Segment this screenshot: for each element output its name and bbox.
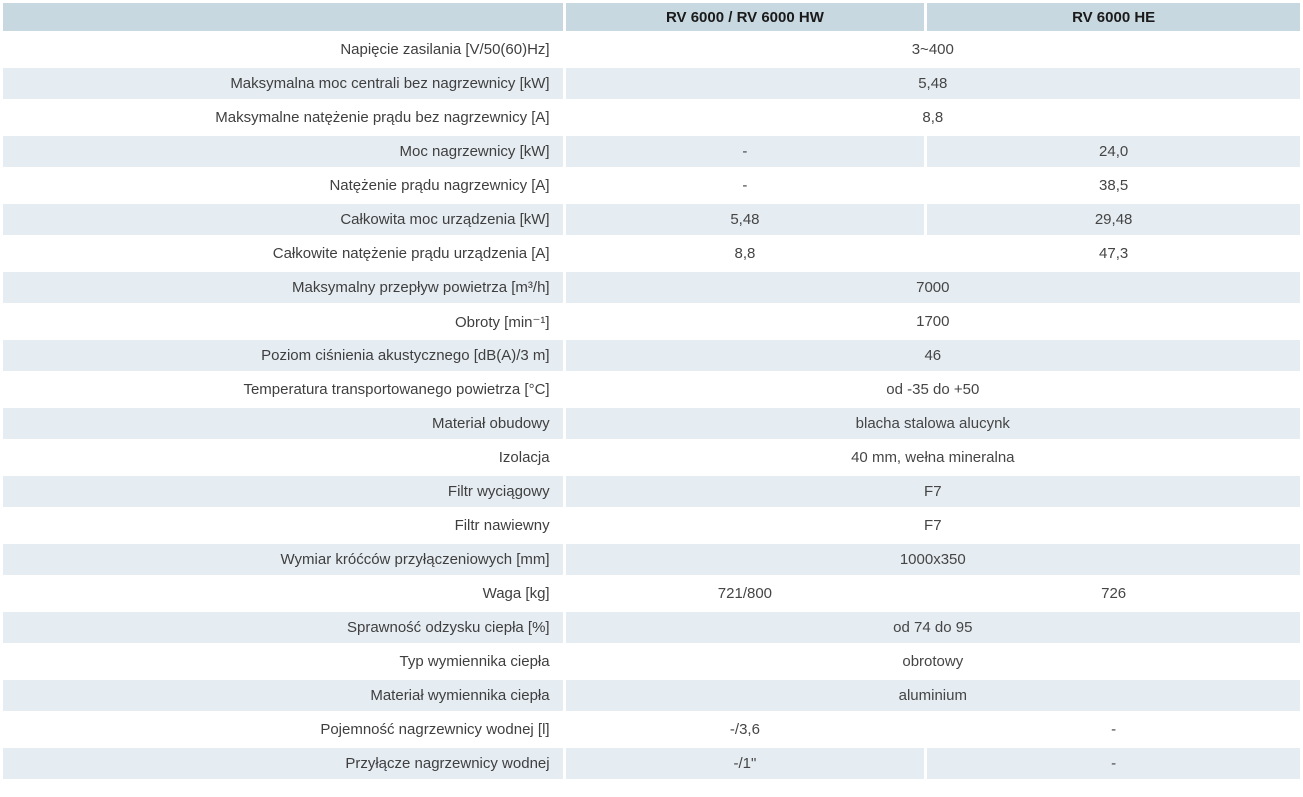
row-label: Napięcie zasilania [V/50(60)Hz]: [340, 41, 550, 58]
row-value-merged: 5,48: [565, 68, 1300, 99]
row-value-col1: -/3,6: [729, 721, 760, 738]
header-row: RV 6000 / RV 6000 HW RV 6000 HE: [3, 3, 1300, 31]
row-value-merged: 46: [565, 340, 1300, 371]
row-label: Wymiar króćców przyłączeniowych [mm]: [3, 544, 563, 575]
row-value-merged: 7000: [565, 272, 1300, 303]
header-col-rv6000-he: RV 6000 HE: [927, 3, 1300, 31]
table-row: Natężenie prądu nagrzewnicy [A] - 38,5: [3, 170, 1300, 201]
table-row: Waga [kg] 721/800 726: [3, 578, 1300, 609]
table-row: Całkowite natężenie prądu urządzenia [A]…: [3, 238, 1300, 269]
row-value-col2: 38,5: [1099, 177, 1129, 194]
row-value-merged: 8,8: [922, 109, 944, 126]
table-row: Całkowita moc urządzenia [kW] 5,48 29,48: [3, 204, 1300, 235]
row-label: Materiał obudowy: [3, 408, 563, 439]
table-row: Moc nagrzewnicy [kW] - 24,0: [3, 136, 1300, 167]
table-row: Napięcie zasilania [V/50(60)Hz] 3~400: [3, 34, 1300, 65]
table-row: Filtr nawiewny F7: [3, 510, 1300, 541]
row-label: Sprawność odzysku ciepła [%]: [3, 612, 563, 643]
table-row: Maksymalny przepływ powietrza [m³/h] 700…: [3, 272, 1300, 303]
table-row: Wymiar króćców przyłączeniowych [mm] 100…: [3, 544, 1300, 575]
row-value-col1: 5,48: [565, 204, 925, 235]
row-label: Waga [kg]: [482, 585, 550, 602]
table-row: Przyłącze nagrzewnicy wodnej -/1" -: [3, 748, 1300, 779]
table-row: Poziom ciśnienia akustycznego [dB(A)/3 m…: [3, 340, 1300, 371]
row-value-merged: 1700: [916, 313, 950, 330]
row-value-col2: 726: [1101, 585, 1127, 602]
table-row: Sprawność odzysku ciepła [%] od 74 do 95: [3, 612, 1300, 643]
table-row: Typ wymiennika ciepła obrotowy: [3, 646, 1300, 677]
row-value-col1: 8,8: [734, 245, 756, 262]
table-row: Maksymalna moc centrali bez nagrzewnicy …: [3, 68, 1300, 99]
table-row: Temperatura transportowanego powietrza […: [3, 374, 1300, 405]
row-value-merged: od -35 do +50: [886, 381, 980, 398]
row-label: Filtr nawiewny: [454, 517, 550, 534]
row-label: Typ wymiennika ciepła: [399, 653, 550, 670]
row-label: Maksymalna moc centrali bez nagrzewnicy …: [3, 68, 563, 99]
row-label: Poziom ciśnienia akustycznego [dB(A)/3 m…: [3, 340, 563, 371]
table-row: Maksymalne natężenie prądu bez nagrzewni…: [3, 102, 1300, 133]
row-label: Całkowite natężenie prądu urządzenia [A]: [272, 245, 550, 262]
row-label: Maksymalny przepływ powietrza [m³/h]: [3, 272, 563, 303]
row-value-merged: F7: [924, 517, 942, 534]
row-value-merged: aluminium: [565, 680, 1300, 711]
row-value-merged: blacha stalowa alucynk: [565, 408, 1300, 439]
row-label: Obroty [min⁻¹]: [454, 313, 550, 331]
row-value-merged: 1000x350: [565, 544, 1300, 575]
row-value-col1: -/1": [565, 748, 925, 779]
table-row: Obroty [min⁻¹] 1700: [3, 306, 1300, 337]
row-value-merged: obrotowy: [902, 653, 964, 670]
row-label: Materiał wymiennika ciepła: [3, 680, 563, 711]
row-value-col2: -: [927, 748, 1300, 779]
table-row: Pojemność nagrzewnicy wodnej [l] -/3,6 -: [3, 714, 1300, 745]
row-value-merged: 40 mm, wełna mineralna: [851, 449, 1015, 466]
row-value-merged: F7: [565, 476, 1300, 507]
row-value-merged: od 74 do 95: [565, 612, 1300, 643]
table-row: Filtr wyciągowy F7: [3, 476, 1300, 507]
header-col-rv6000-hw: RV 6000 / RV 6000 HW: [565, 3, 925, 31]
row-value-col2: 24,0: [927, 136, 1300, 167]
row-label: Natężenie prądu nagrzewnicy [A]: [329, 177, 550, 194]
row-label: Moc nagrzewnicy [kW]: [3, 136, 563, 167]
table-row: Materiał obudowy blacha stalowa alucynk: [3, 408, 1300, 439]
row-value-col1: -: [742, 177, 748, 194]
row-label: Przyłącze nagrzewnicy wodnej: [3, 748, 563, 779]
table-row: Materiał wymiennika ciepła aluminium: [3, 680, 1300, 711]
row-value-merged: 3~400: [911, 41, 954, 58]
row-label: Izolacja: [498, 449, 550, 466]
row-label: Filtr wyciągowy: [3, 476, 563, 507]
row-label: Pojemność nagrzewnicy wodnej [l]: [320, 721, 550, 738]
row-label: Temperatura transportowanego powietrza […: [243, 381, 550, 398]
header-label-cell: [3, 3, 563, 31]
row-label: Maksymalne natężenie prądu bez nagrzewni…: [215, 109, 550, 126]
table-row: Izolacja 40 mm, wełna mineralna: [3, 442, 1300, 473]
row-value-col2: 47,3: [1099, 245, 1129, 262]
row-label: Całkowita moc urządzenia [kW]: [3, 204, 563, 235]
row-value-col1: 721/800: [717, 585, 773, 602]
row-value-col2: -: [1111, 721, 1117, 738]
row-value-col2: 29,48: [927, 204, 1300, 235]
row-value-col1: -: [565, 136, 925, 167]
